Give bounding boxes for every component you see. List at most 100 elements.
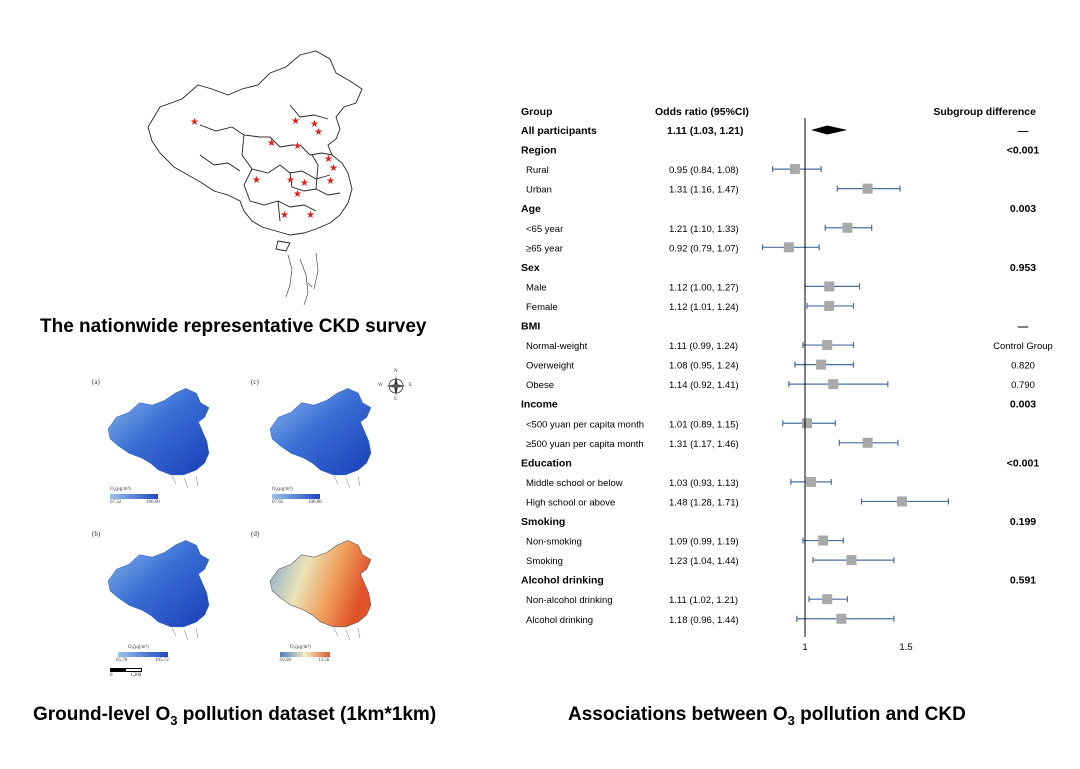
point-estimate [846,555,857,566]
panel-d-unit: O₃(μg/m³) [290,645,311,650]
panel-b-label: (b) [92,530,101,538]
site-marker: ★ [310,119,319,130]
panel-d-max: 13.56 [318,658,330,663]
panel-c-unit: O₃(μg/m³) [272,487,293,492]
header-group: Group [521,106,553,118]
site-marker: ★ [293,141,302,152]
section-label: Region [521,145,557,157]
row-label: Overweight [526,361,574,372]
row-or-text: 1.11 (0.99, 1.24) [669,341,738,352]
row-label: Urban [526,185,552,196]
row-label: <65 year [526,224,563,235]
row-or-text: 1.03 (0.93, 1.13) [669,478,739,489]
site-marker: ★ [314,127,323,138]
header-subgroup-difference: Subgroup difference [933,106,1036,118]
subgroup-difference: Control Group [993,341,1053,352]
survey-map: ★ ★ ★ ★ ★ ★ ★ ★ ★ ★ ★ ★ ★ ★ ★ [147,50,363,306]
subgroup-difference: <0.001 [1007,145,1040,157]
subgroup-difference: — [1018,321,1029,333]
row-label: Rural [526,165,549,176]
site-marker: ★ [291,116,300,127]
panel-b-min: 65.78 [116,658,128,663]
row-label: Middle school or below [526,478,623,489]
point-estimate [806,476,817,487]
point-estimate [783,242,794,253]
row-or-text: 0.92 (0.79, 1.07) [669,243,739,254]
row-label: Obese [526,380,554,391]
site-marker: ★ [293,189,302,200]
point-estimate [802,418,813,429]
row-or-text: 1.09 (0.99, 1.19) [669,537,739,548]
row-or-text: 1.18 (0.96, 1.44) [669,615,739,626]
row-label: Normal-weight [526,341,588,352]
panel-c-min: 67.65 [272,500,284,505]
row-or-text: 1.23 (1.04, 1.44) [669,556,739,567]
row-label: All participants [521,125,597,137]
point-estimate [824,281,835,292]
subgroup-difference: 0.820 [1011,361,1035,372]
compass-n: N [394,369,398,374]
panel-b-max: 105.72 [155,658,169,663]
point-estimate [896,496,907,507]
panel-d-colorbar [280,652,330,657]
row-label: ≥65 year [526,243,563,254]
section-label: Sex [521,262,540,274]
panel-c-label: (c) [251,378,259,386]
point-estimate [822,594,833,605]
site-marker: ★ [280,210,289,221]
subgroup-difference: 0.003 [1010,399,1036,411]
o3-map-c [269,387,372,489]
row-label: Female [526,302,558,313]
china-outline [147,50,363,252]
panel-a-max: 106.60 [146,500,160,505]
panel-a-unit: O₃(μg/m³) [110,487,131,492]
forest-caption: Associations between O3 pollution and CK… [568,704,966,728]
overall-diamond [811,125,848,135]
subgroup-difference: 0.953 [1010,262,1036,274]
site-marker: ★ [252,175,261,186]
subgroup-difference: 0.790 [1011,380,1035,391]
section-label: Smoking [521,516,565,528]
survey-sites: ★ ★ ★ ★ ★ ★ ★ ★ ★ ★ ★ ★ ★ ★ ★ [190,116,338,221]
panel-c-max: 106.06 [308,500,322,505]
panel-b-colorbar [118,652,168,657]
header-odds-ratio: Odds ratio (95%CI) [655,106,749,118]
row-or-text: 1.31 (1.17, 1.46) [669,439,739,450]
row-or-text: 1.21 (1.10, 1.33) [669,224,739,235]
forest-plot: Group Odds ratio (95%CI) Subgroup differ… [521,106,1053,653]
row-label: Alcohol drinking [526,615,593,626]
subgroup-difference: 0.591 [1010,575,1036,587]
row-label: High school or above [526,497,615,508]
site-marker: ★ [306,210,315,221]
section-label: BMI [521,321,540,333]
site-marker: ★ [329,163,338,174]
south-sea-islands [285,252,319,306]
row-label: Non-alcohol drinking [526,595,613,606]
o3-map-b [107,539,210,641]
point-estimate [862,183,873,194]
section-label: Income [521,399,558,411]
point-estimate [822,340,833,351]
subgroup-difference: 0.199 [1010,516,1036,528]
o3-map-d [269,539,372,641]
site-marker: ★ [324,154,333,165]
row-or-text: 1.11 (1.02, 1.21) [669,595,738,606]
subgroup-difference: — [1018,125,1029,137]
o3-dataset-caption: Ground-level O3 pollution dataset (1km*1… [33,704,437,728]
row-label: Male [526,282,547,293]
point-estimate [862,437,873,448]
row-label: Non-smoking [526,537,582,548]
row-label: Smoking [526,556,563,567]
subgroup-difference: <0.001 [1007,457,1040,469]
site-marker: ★ [267,138,276,149]
site-marker: ★ [190,117,199,128]
compass-s: S [394,397,397,402]
row-or-text: 1.14 (0.92, 1.41) [669,380,739,391]
row-or-text: 1.08 (0.95, 1.24) [669,361,739,372]
row-or-text: 1.11 (1.03, 1.21) [667,125,743,137]
panel-a-label: (a) [92,378,100,386]
point-estimate [818,535,829,546]
compass-e: E [409,383,413,388]
row-or-text: 0.95 (0.84, 1.08) [669,165,739,176]
panel-c-colorbar [272,494,320,499]
